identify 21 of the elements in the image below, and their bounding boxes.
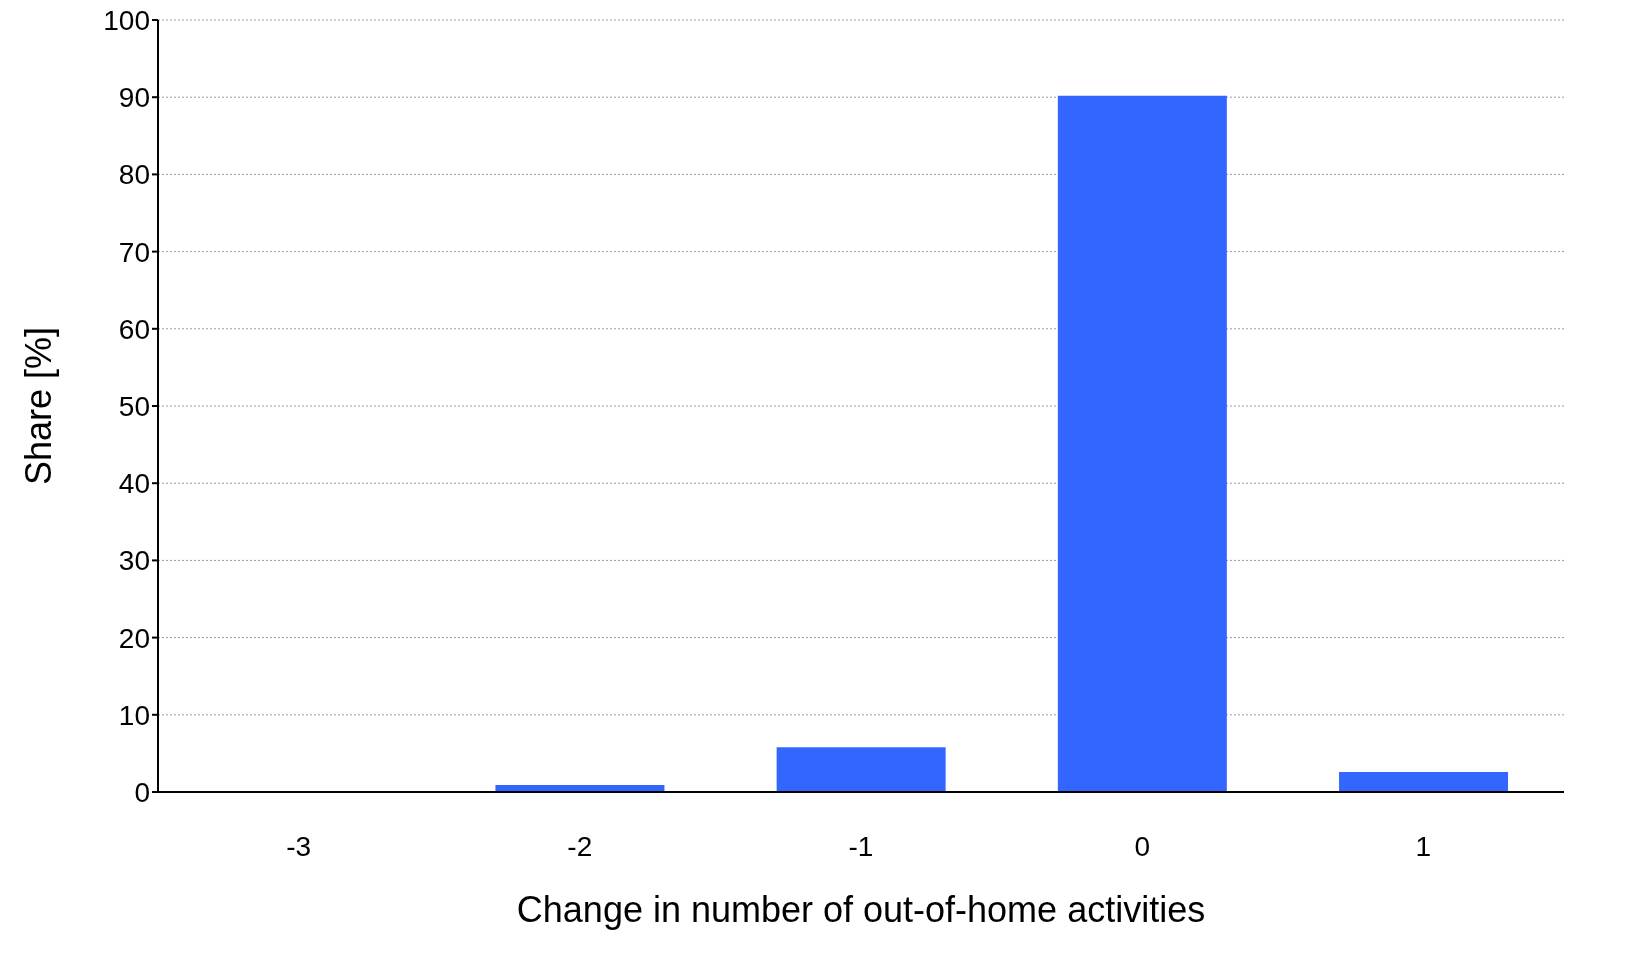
bar (1057, 95, 1227, 792)
x-axis-title: Change in number of out-of-home activities (516, 889, 1206, 930)
y-tick-label: 80 (118, 159, 150, 191)
y-tick-label: 70 (118, 236, 150, 268)
x-tick-label: 1 (1415, 830, 1432, 862)
x-tick-label: -1 (848, 830, 874, 862)
bar (776, 747, 946, 792)
y-tick-label: 40 (118, 468, 150, 500)
x-tick-label: 0 (1134, 830, 1150, 862)
y-tick-label: 100 (103, 4, 150, 36)
y-tick-label: 20 (118, 622, 150, 654)
y-tick-label: 90 (118, 82, 150, 114)
x-tick-label: -3 (286, 830, 312, 862)
y-tick-label: 60 (118, 313, 150, 345)
x-tick-label: -2 (567, 830, 593, 862)
y-tick-label: 0 (134, 776, 150, 808)
bar (1339, 771, 1509, 792)
y-tick-label: 30 (118, 545, 150, 577)
y-tick-label: 10 (118, 699, 150, 731)
y-axis-title: Share [%] (17, 326, 59, 486)
y-tick-label: 50 (118, 390, 150, 422)
